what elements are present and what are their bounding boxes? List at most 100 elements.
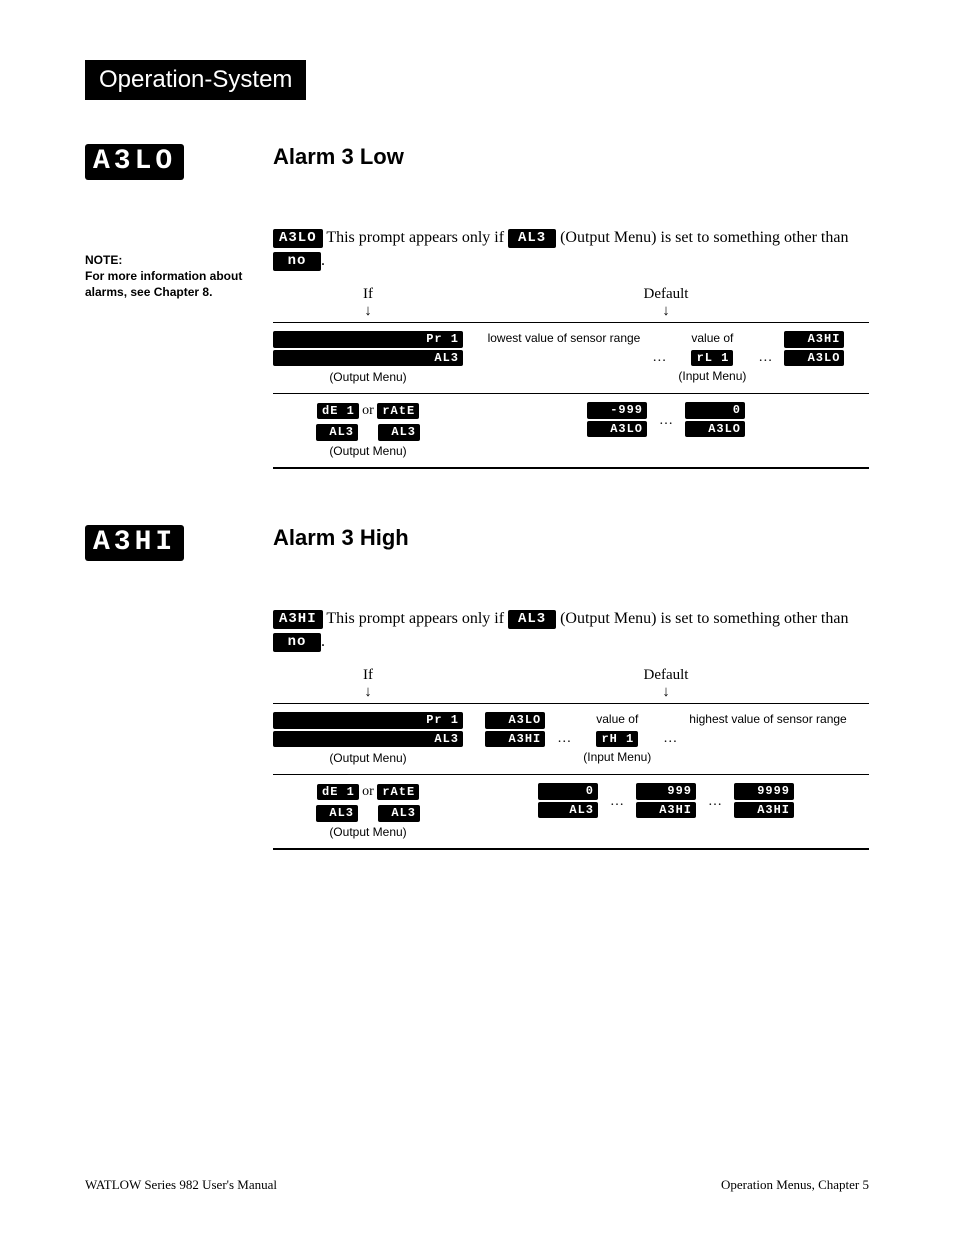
page-header: Operation-System bbox=[85, 60, 306, 100]
ellipsis-icon: … bbox=[708, 792, 722, 810]
cell-range: lowest value of sensor range … value of … bbox=[463, 329, 869, 385]
table-row: dE 1 or rAtE AL3 AL3 (Output Menu) 0 AL3 bbox=[273, 775, 869, 850]
ellipsis-icon: … bbox=[758, 348, 772, 366]
head-default-text: Default bbox=[644, 286, 689, 302]
range-left: A3LO A3HI bbox=[485, 710, 545, 749]
range-mid: value of rL 1 (Input Menu) bbox=[678, 329, 746, 385]
cell-if: Pr 1 AL3 (Output Menu) bbox=[273, 710, 463, 768]
lcd-de1: dE 1 bbox=[317, 403, 359, 419]
lcd-a3hi-small: A3HI bbox=[485, 731, 545, 747]
prompt-text: A3LO This prompt appears only if AL3 (Ou… bbox=[273, 226, 869, 272]
lcd-inline-a3hi: A3HI bbox=[273, 610, 323, 629]
if-sub: (Output Menu) bbox=[329, 444, 406, 458]
lcd-a3lo-small: A3LO bbox=[587, 421, 647, 437]
prompt-tail: (Output Menu) is set to something other … bbox=[556, 229, 848, 246]
lcd-a3lo-small: A3LO bbox=[784, 350, 844, 366]
cell-range: A3LO A3HI … value of rH 1 (Input Menu) …… bbox=[463, 710, 869, 766]
table-head: If ↓ Default ↓ bbox=[273, 286, 869, 323]
table-row: dE 1 or rAtE AL3 AL3 (Output Menu) -999 … bbox=[273, 394, 869, 469]
lcd-al3: AL3 bbox=[316, 424, 358, 440]
lcd-neg999: -999 bbox=[587, 402, 647, 418]
left-column: A3HI bbox=[85, 525, 273, 561]
cell-range: -999 A3LO … 0 A3LO bbox=[463, 400, 869, 439]
lcd-a3hi-small: A3HI bbox=[734, 802, 794, 818]
head-default: Default ↓ bbox=[463, 286, 869, 320]
arrow-icon: ↓ bbox=[662, 303, 670, 319]
range-right: 0 A3LO bbox=[685, 400, 745, 439]
head-if: If ↓ bbox=[273, 286, 463, 320]
head-default: Default ↓ bbox=[463, 667, 869, 701]
range-right: 9999 A3HI bbox=[734, 781, 794, 820]
lcd-inline-no: no bbox=[273, 252, 321, 271]
ellipsis-icon: … bbox=[659, 411, 673, 429]
ellipsis-icon: … bbox=[663, 729, 677, 747]
table-head: If ↓ Default ↓ bbox=[273, 667, 869, 704]
note-text: For more information about alarms, see C… bbox=[85, 269, 242, 299]
lcd-rl1: rL 1 bbox=[691, 350, 733, 366]
lcd-inline-a3lo: A3LO bbox=[273, 229, 323, 248]
lcd-999: 999 bbox=[636, 783, 696, 799]
lcd-a3lo-small: A3LO bbox=[485, 712, 545, 728]
arrow-icon: ↓ bbox=[662, 684, 670, 700]
prompt-text: A3HI This prompt appears only if AL3 (Ou… bbox=[273, 607, 869, 653]
range-mid: value of rH 1 (Input Menu) bbox=[583, 710, 651, 766]
lcd-inline-al3: AL3 bbox=[508, 610, 556, 629]
lcd-al3: AL3 bbox=[378, 424, 420, 440]
ellipsis-icon: … bbox=[557, 729, 571, 747]
lcd-a3hi-small: A3HI bbox=[636, 802, 696, 818]
footer-right: Operation Menus, Chapter 5 bbox=[721, 1177, 869, 1193]
or-text: or bbox=[362, 403, 374, 418]
lcd-de1: dE 1 bbox=[317, 784, 359, 800]
prompt-tail: (Output Menu) is set to something other … bbox=[556, 610, 848, 627]
head-if-text: If bbox=[363, 286, 373, 302]
section-alarm3low: A3LO NOTE: For more information about al… bbox=[85, 144, 869, 469]
table-row: Pr 1 AL3 (Output Menu) A3LO A3HI … value… bbox=[273, 704, 869, 775]
lcd-al3: AL3 bbox=[273, 731, 463, 747]
range-right: highest value of sensor range bbox=[689, 710, 846, 729]
range-right: A3HI A3LO bbox=[784, 329, 844, 368]
cell-if: dE 1 or rAtE AL3 AL3 (Output Menu) bbox=[273, 400, 463, 461]
section-title: Alarm 3 High bbox=[273, 525, 869, 551]
lcd-code-a3hi: A3HI bbox=[85, 525, 184, 561]
if-sub: (Output Menu) bbox=[329, 825, 406, 839]
arrow-icon: ↓ bbox=[364, 303, 372, 319]
lcd-inline-al3: AL3 bbox=[508, 229, 556, 248]
if-sub: (Output Menu) bbox=[329, 751, 406, 765]
cell-if: dE 1 or rAtE AL3 AL3 (Output Menu) bbox=[273, 781, 463, 842]
lcd-al3: AL3 bbox=[538, 802, 598, 818]
head-default-text: Default bbox=[644, 667, 689, 683]
cell-if: Pr 1 AL3 (Output Menu) bbox=[273, 329, 463, 387]
table-a3hi: If ↓ Default ↓ Pr 1 AL3 (Output Menu) bbox=[273, 667, 869, 850]
section-alarm3high: A3HI Alarm 3 High A3HI This prompt appea… bbox=[85, 525, 869, 850]
lcd-9999: 9999 bbox=[734, 783, 794, 799]
range-left: -999 A3LO bbox=[587, 400, 647, 439]
right-column: Alarm 3 Low A3LO This prompt appears onl… bbox=[273, 144, 869, 469]
table-row: Pr 1 AL3 (Output Menu) lowest value of s… bbox=[273, 323, 869, 394]
footer-left: WATLOW Series 982 User's Manual bbox=[85, 1177, 277, 1193]
lcd-code-a3lo: A3LO bbox=[85, 144, 184, 180]
lcd-inline-no: no bbox=[273, 633, 321, 652]
if-sub: (Output Menu) bbox=[329, 370, 406, 384]
table-a3lo: If ↓ Default ↓ Pr 1 AL3 (Output Menu) bbox=[273, 286, 869, 469]
left-column: A3LO NOTE: For more information about al… bbox=[85, 144, 273, 301]
arrow-icon: ↓ bbox=[364, 684, 372, 700]
or-text: or bbox=[362, 784, 374, 799]
cell-range: 0 AL3 … 999 A3HI … 9999 A3HI bbox=[463, 781, 869, 820]
lcd-rate: rAtE bbox=[377, 784, 419, 800]
lcd-zero: 0 bbox=[538, 783, 598, 799]
range-mid-text: value of bbox=[596, 712, 638, 726]
prompt-mid: This prompt appears only if bbox=[323, 229, 508, 246]
lcd-a3hi: A3HI bbox=[784, 331, 844, 347]
head-if-text: If bbox=[363, 667, 373, 683]
head-if: If ↓ bbox=[273, 667, 463, 701]
footer: WATLOW Series 982 User's Manual Operatio… bbox=[85, 1177, 869, 1193]
lcd-pr1: Pr 1 bbox=[273, 712, 463, 728]
range-mid-sub: (Input Menu) bbox=[583, 750, 651, 764]
lcd-zero: 0 bbox=[685, 402, 745, 418]
ellipsis-icon: … bbox=[610, 792, 624, 810]
range-left: lowest value of sensor range bbox=[488, 329, 641, 348]
range-left: 0 AL3 bbox=[538, 781, 598, 820]
lcd-al3: AL3 bbox=[316, 805, 358, 821]
lcd-pr1: Pr 1 bbox=[273, 331, 463, 347]
lcd-rh1: rH 1 bbox=[596, 731, 638, 747]
